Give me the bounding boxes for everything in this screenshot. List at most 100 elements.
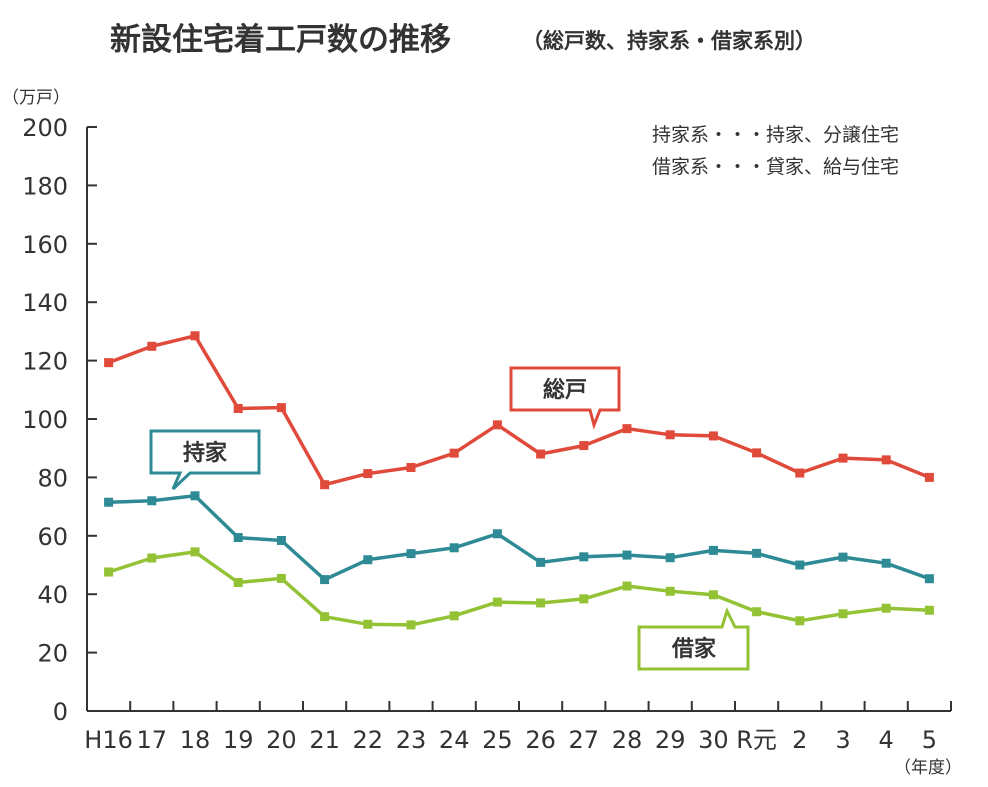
callout-rental-box [637, 607, 750, 671]
data-point-2 [795, 616, 805, 626]
x-tick-label: 29 [655, 726, 686, 754]
x-tick-label: 19 [223, 726, 254, 754]
data-point-0 [190, 331, 200, 341]
callout-rental: 借家 [637, 607, 750, 671]
data-point-2 [536, 598, 546, 608]
callout-owned-box [149, 429, 261, 491]
data-point-0 [276, 403, 286, 413]
series-line-1 [108, 494, 930, 582]
data-point-2 [147, 553, 157, 563]
data-point-0 [838, 453, 848, 463]
x-tick-label: 25 [482, 726, 513, 754]
data-point-0 [924, 472, 934, 482]
data-point-1 [233, 533, 243, 543]
data-point-2 [622, 581, 632, 591]
data-point-0 [104, 358, 114, 368]
x-tick-label: 4 [879, 726, 894, 754]
data-point-1 [579, 552, 589, 562]
data-point-0 [622, 424, 632, 434]
y-tick-label: 120 [22, 348, 68, 376]
data-point-1 [406, 549, 416, 559]
y-tick-label: 40 [37, 581, 68, 609]
y-tick-label: 140 [22, 289, 68, 317]
y-tick-label: 100 [22, 406, 68, 434]
y-tick-label: 200 [22, 114, 68, 142]
data-point-2 [233, 578, 243, 588]
y-tick-label: 180 [22, 172, 68, 200]
callout-total: 総戸 [509, 366, 621, 430]
x-tick-label: 17 [137, 726, 168, 754]
axes: 0 20 40 60 80 100 120 140 160 180 200 H16 17 18 19 20 21… [22, 114, 952, 754]
data-point-1 [924, 574, 934, 584]
data-point-0 [881, 455, 891, 465]
data-point-2 [190, 547, 200, 557]
x-tick-label: 20 [266, 726, 297, 754]
x-tick-label: 24 [439, 726, 470, 754]
data-point-2 [708, 590, 718, 600]
callout-rental-label: 借家 [671, 636, 717, 662]
data-point-0 [536, 449, 546, 459]
x-tick-label: R元 [736, 726, 777, 754]
data-point-1 [622, 550, 632, 560]
series-layer [104, 331, 934, 630]
chart-title: 新設住宅着工戸数の推移 [110, 22, 451, 58]
data-point-1 [320, 575, 330, 585]
series-line-2 [108, 550, 930, 627]
data-point-2 [881, 603, 891, 613]
data-point-1 [190, 491, 200, 501]
y-tick-label: 80 [37, 464, 68, 492]
data-point-2 [924, 605, 934, 615]
callout-owned-label: 持家 [183, 440, 228, 466]
data-point-0 [406, 462, 416, 472]
callout-total-box [509, 366, 621, 430]
data-point-0 [708, 431, 718, 441]
x-tick-label: 27 [569, 726, 600, 754]
data-point-2 [320, 612, 330, 622]
data-point-1 [147, 496, 157, 506]
data-point-1 [665, 553, 675, 563]
x-tick-label: H16 [84, 726, 133, 754]
series-line-0 [107, 334, 931, 487]
data-point-2 [752, 607, 762, 617]
data-point-1 [276, 535, 286, 545]
data-point-0 [492, 420, 502, 430]
callout-owned: 持家 [149, 429, 261, 491]
x-tick-label: 23 [396, 726, 427, 754]
y-axis-unit: （万戸） [2, 88, 70, 108]
legend-note-2: 借家系・・・貸家、給与住宅 [652, 156, 899, 178]
data-point-1 [536, 557, 546, 567]
data-point-2 [665, 586, 675, 596]
x-tick-label: 30 [698, 726, 729, 754]
data-point-2 [492, 597, 502, 607]
x-tick-label: 22 [353, 726, 384, 754]
data-point-1 [795, 560, 805, 570]
data-point-1 [752, 548, 762, 558]
data-point-1 [363, 555, 373, 565]
y-tick-label: 60 [37, 523, 68, 551]
data-point-1 [838, 552, 848, 562]
x-axis-unit: （年度） [894, 758, 962, 778]
data-point-1 [449, 543, 459, 553]
y-tick-label: 160 [22, 231, 68, 259]
data-point-0 [147, 341, 157, 351]
data-point-2 [276, 573, 286, 583]
data-point-1 [881, 558, 891, 568]
y-tick-label: 20 [37, 640, 68, 668]
data-point-0 [233, 403, 243, 413]
data-point-0 [665, 430, 675, 440]
chart-subtitle: （総戸数、持家系・借家系別） [522, 29, 816, 53]
x-tick-label: 28 [612, 726, 643, 754]
x-tick-label: 5 [922, 726, 937, 754]
data-point-2 [579, 594, 589, 604]
data-point-2 [838, 609, 848, 619]
x-tick-label: 3 [835, 726, 850, 754]
callout-total-label: 総戸 [543, 377, 587, 403]
data-point-2 [449, 611, 459, 621]
data-point-1 [104, 497, 114, 507]
y-tick-label: 0 [53, 698, 68, 726]
data-point-2 [104, 567, 114, 577]
x-tick-label: 26 [525, 726, 556, 754]
x-tick-label: 21 [309, 726, 340, 754]
data-point-1 [492, 529, 502, 539]
